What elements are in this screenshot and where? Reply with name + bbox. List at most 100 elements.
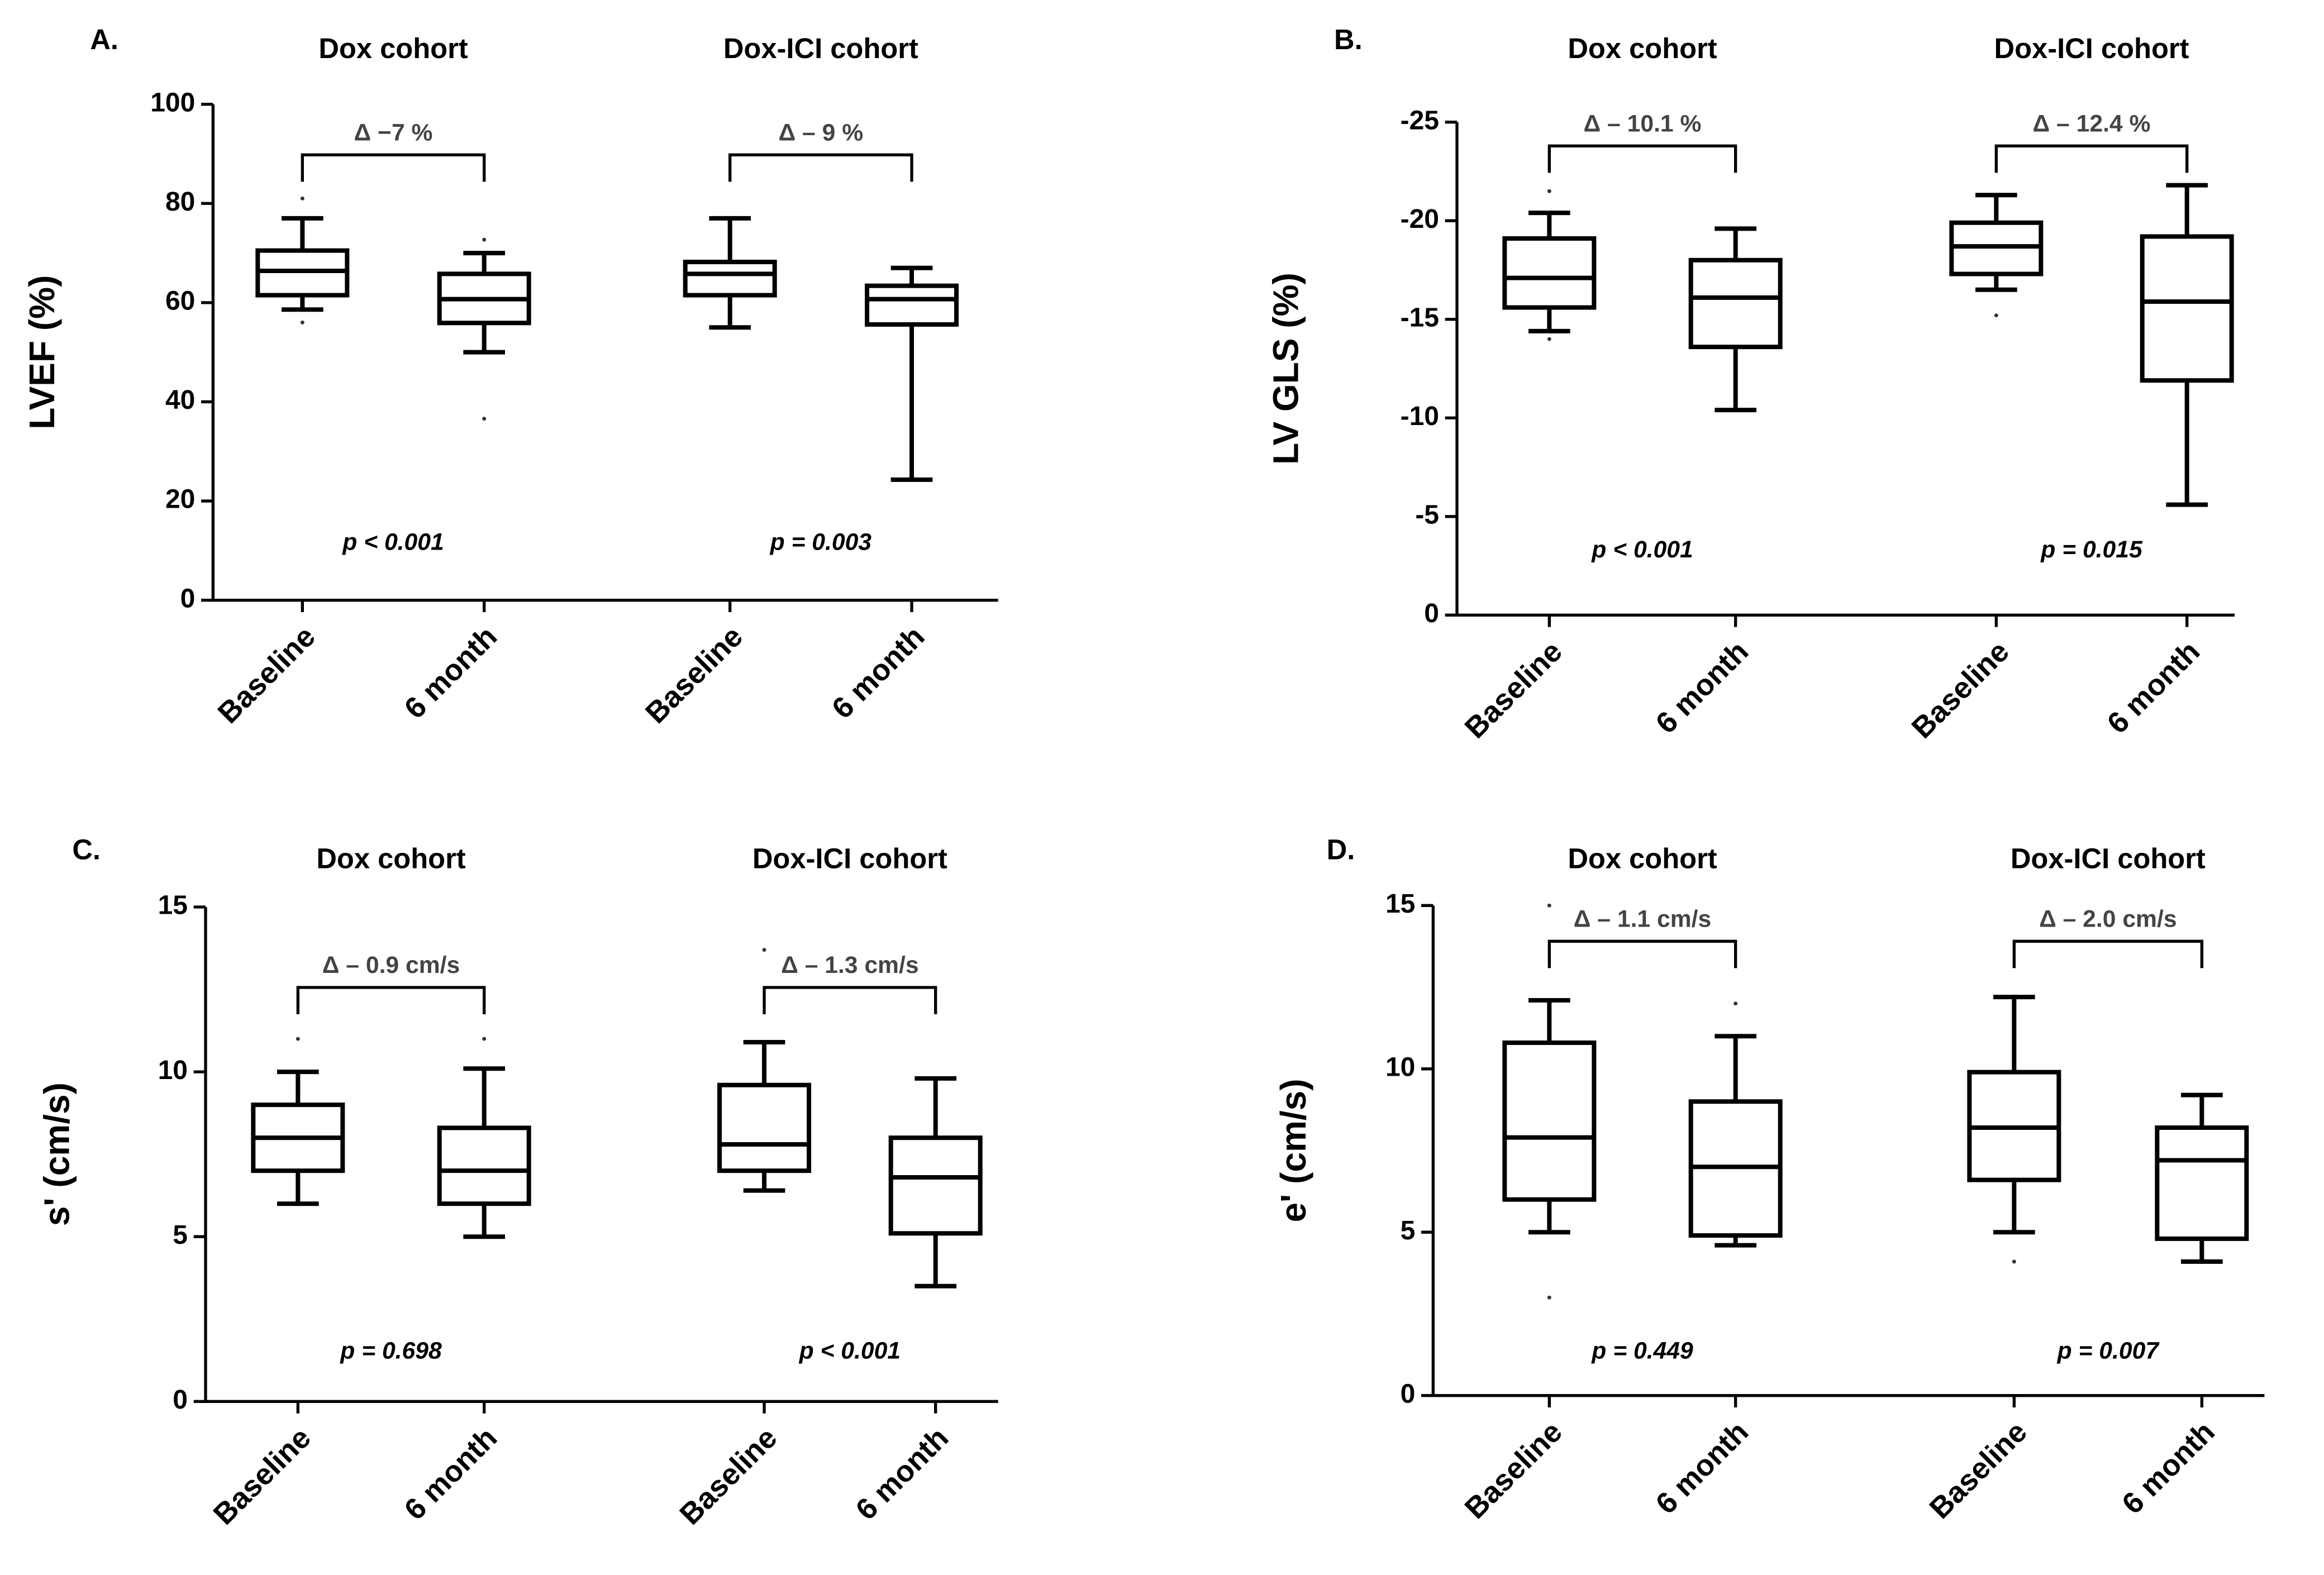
outlier xyxy=(296,1037,300,1041)
y-tick-label: 0 xyxy=(173,1385,188,1415)
y-tick-label: -20 xyxy=(1401,204,1439,234)
x-tick-label: 6 month xyxy=(826,620,931,725)
x-tick-label: Baseline xyxy=(1459,635,1569,745)
outlier xyxy=(482,1037,487,1041)
bracket xyxy=(1547,144,1737,173)
x-tick-label: Baseline xyxy=(1906,635,2016,745)
box xyxy=(437,1125,531,1206)
panel-label: C. xyxy=(72,834,101,866)
box xyxy=(2140,234,2234,383)
outlier xyxy=(1734,1001,1738,1006)
group-title: Dox-ICI cohort xyxy=(1994,32,2189,64)
group-title: Dox cohort xyxy=(1568,32,1717,64)
y-tick-label: 0 xyxy=(1424,599,1439,628)
y-tick-label: -25 xyxy=(1401,106,1439,135)
outlier xyxy=(2012,1259,2016,1264)
outlier xyxy=(300,320,304,324)
p-value: p < 0.001 xyxy=(342,529,444,556)
bracket xyxy=(1547,939,1737,968)
box xyxy=(683,260,777,298)
group-title: Dox cohort xyxy=(316,843,465,875)
delta-label: Δ – 12.4 % xyxy=(2033,110,2151,137)
group-title: Dox-ICI cohort xyxy=(2011,843,2206,875)
box xyxy=(2155,1125,2249,1241)
y-tick-label: 80 xyxy=(165,187,195,217)
p-value: p = 0.003 xyxy=(770,529,872,556)
x-tick-label: Baseline xyxy=(1459,1415,1569,1525)
y-tick-label: -5 xyxy=(1415,500,1439,529)
y-tick-label: 40 xyxy=(165,385,195,415)
panel-label: D. xyxy=(1327,834,1355,866)
box xyxy=(1688,257,1783,350)
y-axis-label: LVEF (%) xyxy=(22,275,62,429)
y-axis-label: e' (cm/s) xyxy=(1273,1078,1313,1222)
y-tick-label: 15 xyxy=(1385,889,1415,919)
x-tick-label: 6 month xyxy=(398,620,503,725)
outlier xyxy=(1547,903,1551,908)
bracket xyxy=(763,986,937,1014)
outlier xyxy=(762,948,766,952)
y-tick-label: 15 xyxy=(158,891,188,920)
y-tick-label: -15 xyxy=(1401,303,1439,332)
y-tick-label: 0 xyxy=(1401,1379,1416,1409)
box xyxy=(865,283,959,327)
p-value: p = 0.007 xyxy=(2057,1338,2160,1364)
y-tick-label: 20 xyxy=(165,485,195,514)
delta-label: Δ – 1.3 cm/s xyxy=(781,952,918,979)
x-tick-label: 6 month xyxy=(1650,1415,1755,1520)
y-tick-label: 10 xyxy=(158,1056,188,1085)
outlier xyxy=(1994,313,1998,318)
box xyxy=(1502,236,1597,310)
y-tick-label: 100 xyxy=(150,88,195,117)
delta-label: Δ – 1.1 cm/s xyxy=(1574,905,1711,932)
bracket xyxy=(301,153,486,182)
outlier xyxy=(482,237,487,242)
delta-label: Δ −7 % xyxy=(354,119,433,146)
y-tick-label: 5 xyxy=(173,1220,188,1250)
x-tick-label: Baseline xyxy=(212,620,322,730)
delta-label: Δ – 10.1 % xyxy=(1584,110,1702,137)
x-tick-label: 6 month xyxy=(850,1421,955,1526)
x-tick-label: 6 month xyxy=(2101,635,2206,740)
outlier xyxy=(1547,189,1551,193)
box xyxy=(1502,1040,1597,1202)
outlier xyxy=(482,417,487,421)
p-value: p = 0.698 xyxy=(340,1338,442,1364)
bracket xyxy=(1994,144,2189,173)
y-tick-label: 10 xyxy=(1385,1052,1415,1082)
delta-label: Δ – 2.0 cm/s xyxy=(2039,905,2177,932)
y-tick-label: -10 xyxy=(1401,402,1439,431)
outlier xyxy=(300,196,304,201)
x-tick-label: Baseline xyxy=(639,620,749,730)
bracket xyxy=(296,986,486,1014)
panel-label: A. xyxy=(90,23,118,55)
bracket xyxy=(2012,939,2203,968)
p-value: p < 0.001 xyxy=(799,1338,901,1364)
y-tick-label: 60 xyxy=(165,287,195,316)
delta-label: Δ – 9 % xyxy=(779,119,864,146)
x-tick-label: Baseline xyxy=(674,1421,784,1531)
x-tick-label: 6 month xyxy=(2116,1415,2221,1520)
group-title: Dox cohort xyxy=(1568,843,1717,875)
y-tick-label: 0 xyxy=(180,584,196,613)
outlier xyxy=(1547,337,1551,341)
group-title: Dox-ICI cohort xyxy=(753,843,947,875)
group-title: Dox cohort xyxy=(318,32,468,64)
outlier xyxy=(1547,1295,1551,1300)
x-tick-label: 6 month xyxy=(1650,635,1755,740)
delta-label: Δ – 0.9 cm/s xyxy=(322,952,460,979)
p-value: p < 0.001 xyxy=(1591,536,1693,563)
p-value: p = 0.449 xyxy=(1591,1338,1693,1364)
p-value: p = 0.015 xyxy=(2040,536,2143,563)
y-axis-label: s' (cm/s) xyxy=(37,1082,77,1226)
y-axis-label: LV GLS (%) xyxy=(1266,273,1306,465)
panel-label: B. xyxy=(1334,23,1363,55)
x-tick-label: Baseline xyxy=(1923,1415,2034,1525)
group-title: Dox-ICI cohort xyxy=(723,32,918,64)
x-tick-label: 6 month xyxy=(398,1421,503,1526)
box xyxy=(888,1135,983,1236)
y-tick-label: 5 xyxy=(1401,1216,1416,1245)
x-tick-label: Baseline xyxy=(207,1421,317,1531)
